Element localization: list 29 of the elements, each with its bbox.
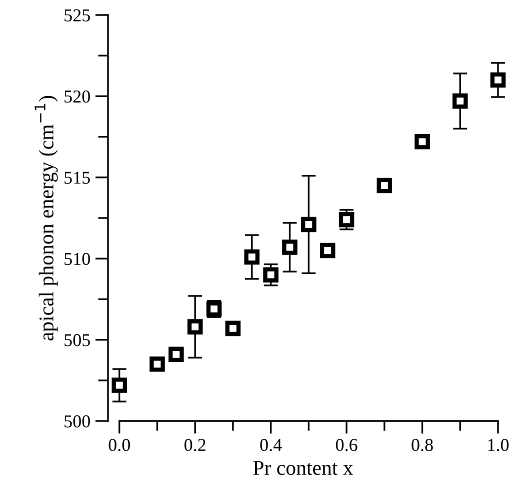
y-tick-label: 520	[64, 90, 90, 103]
point	[452, 93, 468, 109]
x-tick-label: 0.4	[260, 438, 282, 452]
x-axis-title: Pr content x	[253, 461, 354, 475]
y-tick-label: 525	[64, 9, 90, 22]
point	[301, 216, 316, 232]
y-tick-label: 500	[64, 415, 90, 428]
point	[376, 178, 392, 194]
y-axis-title: apical phonon energy (cm$^{−1}$)	[34, 96, 58, 340]
point	[244, 249, 260, 265]
x-tick-label: 1.0	[488, 438, 509, 452]
point	[263, 267, 278, 282]
x-tick-label: 0.6	[336, 438, 358, 452]
point	[414, 134, 430, 150]
point	[187, 319, 203, 334]
y-tick-label: 515	[64, 172, 90, 184]
x-tick-label: 0.2	[184, 438, 206, 452]
x-tick-label: 0.0	[108, 438, 130, 452]
y-tick-label: 510	[64, 252, 90, 266]
point	[490, 72, 506, 88]
point	[338, 212, 354, 228]
point	[112, 378, 127, 393]
point	[282, 240, 298, 255]
point	[168, 346, 184, 362]
point	[320, 242, 336, 258]
x-tick-label: 0.8	[412, 438, 433, 452]
point	[150, 356, 165, 372]
point	[225, 320, 241, 336]
y-tick-label: 505	[64, 334, 90, 346]
